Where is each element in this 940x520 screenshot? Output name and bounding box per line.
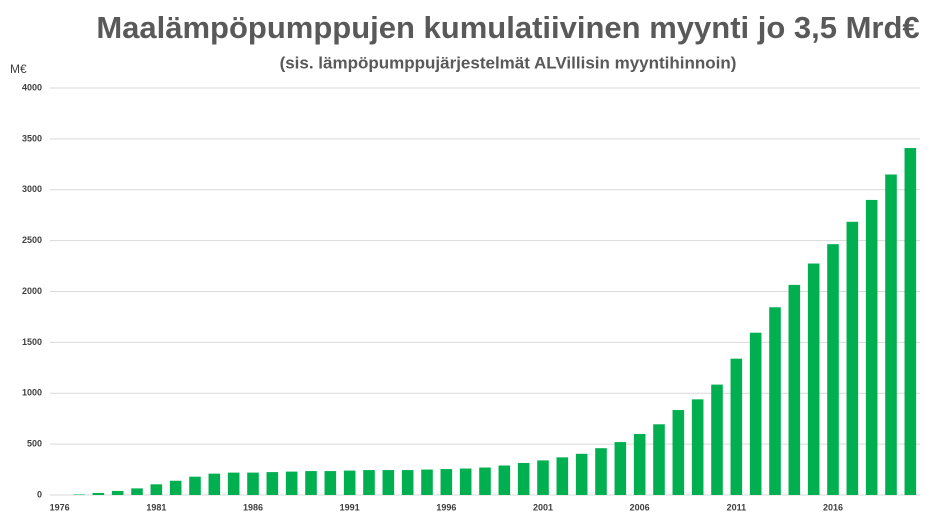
bar: [769, 307, 781, 495]
bar: [885, 174, 897, 496]
bar: [537, 460, 549, 495]
x-tick-label: 1991: [340, 502, 360, 512]
bar: [807, 263, 820, 495]
bar: [498, 465, 511, 495]
bar: [189, 476, 201, 495]
y-tick-label: 3000: [22, 184, 42, 194]
bar: [208, 473, 221, 495]
bar: [343, 470, 356, 495]
bar: [227, 472, 240, 495]
bar: [672, 410, 685, 495]
x-tick-label: 1986: [243, 502, 263, 512]
bar: [440, 469, 453, 495]
bar: [904, 148, 917, 495]
bar: [614, 442, 627, 495]
y-tick-label: 2000: [22, 286, 42, 296]
y-tick-label: 0: [37, 489, 42, 499]
x-tick-label: 1981: [146, 502, 166, 512]
x-tick-label: 2006: [630, 502, 650, 512]
bar: [150, 484, 163, 495]
bar: [556, 457, 569, 495]
chart-subtitle: (sis. lämpöpumppujärjestelmät ALVillisin…: [280, 53, 737, 72]
bar: [92, 492, 105, 495]
bar: [711, 384, 723, 495]
bar: [131, 488, 143, 495]
bar: [846, 221, 859, 495]
y-tick-label: 4000: [22, 82, 42, 92]
x-tick-label: 2016: [823, 502, 843, 512]
bar: [324, 471, 337, 495]
bar: [401, 470, 414, 495]
bar: [363, 470, 375, 495]
bar: [111, 490, 124, 495]
bar: [730, 358, 743, 495]
bar: [653, 424, 665, 495]
bar: [517, 462, 530, 495]
x-tick-label: 1976: [50, 502, 70, 512]
y-axis-label: M€: [10, 62, 27, 76]
bar: [691, 399, 704, 495]
bar: [247, 472, 259, 495]
bar: [169, 480, 182, 495]
bar: [421, 469, 433, 495]
bar: [285, 471, 298, 495]
bar: [788, 284, 801, 495]
bar: [73, 494, 85, 495]
y-tick-label: 1500: [22, 337, 42, 347]
x-tick-label: 2011: [727, 502, 747, 512]
bar: [575, 453, 588, 495]
bar: [305, 471, 317, 495]
bar: [827, 244, 839, 495]
bar: [479, 467, 491, 495]
y-tick-label: 2500: [22, 235, 42, 245]
chart-title: Maalämpöpumppujen kumulatiivinen myynti …: [96, 10, 919, 45]
bar: [459, 468, 472, 495]
bar: [266, 472, 279, 495]
bar: [749, 332, 762, 495]
y-tick-label: 1000: [22, 388, 42, 398]
bar: [633, 433, 646, 495]
y-tick-label: 500: [27, 439, 42, 449]
y-tick-label: 3500: [22, 133, 42, 143]
x-tick-label: 1996: [436, 502, 456, 512]
x-tick-label: 2001: [533, 502, 553, 512]
bar: [865, 199, 878, 496]
bar: [382, 470, 395, 495]
bar: [595, 448, 607, 495]
